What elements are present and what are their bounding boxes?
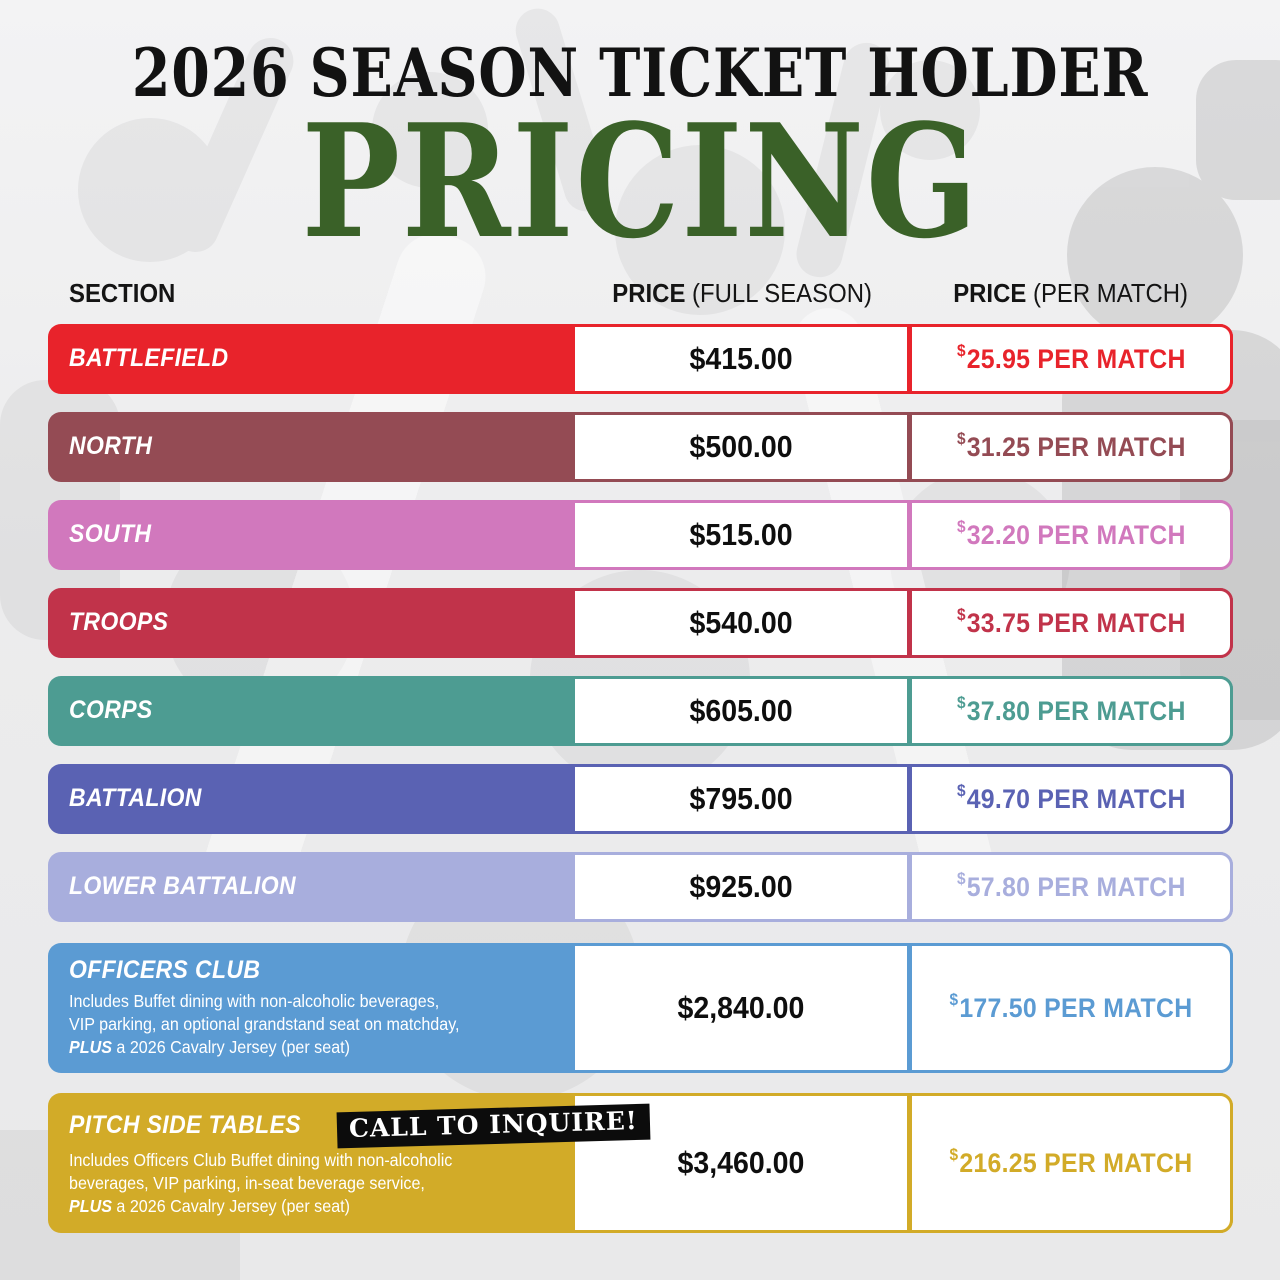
full-season-price: $2,840.00 (677, 989, 805, 1025)
full-season-price: $925.00 (689, 868, 793, 904)
pricing-row-battalion: BATTALION $795.00 $49.70 PER MATCH (48, 763, 1233, 834)
per-match-price: $25.95 PER MATCH (956, 340, 1186, 374)
full-season-price: $500.00 (689, 428, 793, 464)
full-season-price: $515.00 (689, 516, 793, 552)
per-match-currency: $ (949, 1144, 959, 1164)
section-label: NORTH (69, 432, 153, 461)
section-label: PITCH SIDE TABLES CALL TO INQUIRE! Inclu… (48, 1093, 651, 1233)
section-label: CORPS (69, 696, 153, 725)
section-description-line: PLUS a 2026 Cavalry Jersey (per seat) (69, 1195, 350, 1216)
header-price-full-season: PRICE (FULL SEASON) (612, 278, 872, 309)
full-season-price-cell: $515.00 (575, 502, 907, 567)
full-season-price: $540.00 (689, 604, 793, 640)
pricing-table: SECTION PRICE (FULL SEASON) PRICE (PER M… (48, 276, 1233, 1233)
per-match-price: $49.70 PER MATCH (956, 780, 1186, 814)
per-match-price: $37.80 PER MATCH (956, 692, 1186, 726)
pricing-row-officers-club: OFFICERS CLUB Includes Buffet dining wit… (48, 942, 1233, 1073)
section-label: BATTALION (69, 784, 202, 813)
full-season-price-cell: $2,840.00 (575, 945, 907, 1070)
section-label: OFFICERS CLUB Includes Buffet dining wit… (48, 943, 575, 1073)
full-season-price: $795.00 (689, 780, 793, 816)
section-label: LOWER BATTALION (69, 872, 296, 901)
pricing-row-pitch-side-tables: PITCH SIDE TABLES CALL TO INQUIRE! Inclu… (48, 1092, 1233, 1233)
per-match-price: $31.25 PER MATCH (956, 428, 1186, 462)
full-season-price-cell: $605.00 (575, 678, 907, 743)
header-section: SECTION (69, 278, 176, 309)
per-match-price: $57.80 PER MATCH (956, 868, 1186, 902)
per-match-currency: $ (956, 868, 966, 888)
section-label: TROOPS (69, 608, 169, 637)
pricing-row-north: NORTH $500.00 $31.25 PER MATCH (48, 411, 1233, 482)
per-match-price-cell: $37.80 PER MATCH (909, 675, 1233, 746)
section-description-line: beverages, VIP parking, in-seat beverage… (69, 1172, 425, 1193)
pricing-row-south: SOUTH $515.00 $32.20 PER MATCH (48, 499, 1233, 570)
per-match-price-cell: $32.20 PER MATCH (909, 499, 1233, 570)
per-match-currency: $ (949, 989, 959, 1009)
full-season-price-cell: $795.00 (575, 766, 907, 831)
section-description-line: VIP parking, an optional grandstand seat… (69, 1014, 460, 1035)
page-title-main: PRICING (301, 90, 979, 273)
per-match-price: $216.25 PER MATCH (949, 1144, 1193, 1178)
title-block: 2026 SEASON TICKET HOLDER PRICING (0, 0, 1280, 273)
per-match-price-cell: $216.25 PER MATCH (909, 1092, 1233, 1233)
section-description-line: PLUS a 2026 Cavalry Jersey (per seat) (69, 1037, 350, 1058)
full-season-price-cell: $540.00 (575, 590, 907, 655)
full-season-price: $605.00 (689, 692, 793, 728)
pricing-row-troops: TROOPS $540.00 $33.75 PER MATCH (48, 587, 1233, 658)
full-season-price: $3,460.00 (677, 1144, 805, 1180)
per-match-price: $32.20 PER MATCH (956, 516, 1186, 550)
pricing-row-corps: CORPS $605.00 $37.80 PER MATCH (48, 675, 1233, 746)
per-match-price-cell: $177.50 PER MATCH (909, 942, 1233, 1073)
per-match-currency: $ (956, 340, 966, 360)
per-match-currency: $ (956, 516, 966, 536)
full-season-price-cell: $925.00 (575, 854, 907, 919)
per-match-price-cell: $57.80 PER MATCH (909, 851, 1233, 922)
full-season-price-cell: $500.00 (575, 414, 907, 479)
section-label: SOUTH (69, 520, 152, 549)
per-match-price-cell: $49.70 PER MATCH (909, 763, 1233, 834)
full-season-price-cell: $415.00 (575, 326, 907, 391)
per-match-currency: $ (956, 604, 966, 624)
per-match-price-cell: $33.75 PER MATCH (909, 587, 1233, 658)
section-description-line: Includes Buffet dining with non-alcoholi… (69, 991, 440, 1012)
pricing-row-lower-battalion: LOWER BATTALION $925.00 $57.80 PER MATCH (48, 851, 1233, 922)
table-header-row: SECTION PRICE (FULL SEASON) PRICE (PER M… (48, 276, 1233, 312)
section-label: BATTLEFIELD (69, 344, 229, 373)
page-title-top: 2026 SEASON TICKET HOLDER (131, 34, 1149, 112)
per-match-currency: $ (956, 692, 966, 712)
per-match-price: $33.75 PER MATCH (956, 604, 1186, 638)
per-match-currency: $ (956, 780, 966, 800)
header-price-per-match: PRICE (PER MATCH) (953, 278, 1189, 309)
per-match-currency: $ (956, 428, 966, 448)
per-match-price: $177.50 PER MATCH (949, 989, 1193, 1023)
per-match-price-cell: $25.95 PER MATCH (909, 323, 1233, 394)
pricing-row-battlefield: BATTLEFIELD $415.00 $25.95 PER MATCH (48, 323, 1233, 394)
section-description-line: Includes Officers Club Buffet dining wit… (69, 1149, 453, 1170)
full-season-price: $415.00 (689, 340, 793, 376)
per-match-price-cell: $31.25 PER MATCH (909, 411, 1233, 482)
